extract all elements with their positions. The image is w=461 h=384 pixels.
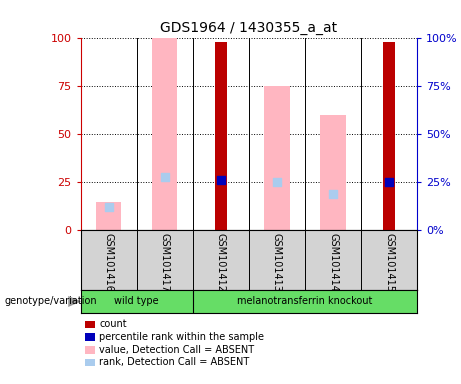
Text: GSM101417: GSM101417 <box>160 233 170 292</box>
Text: rank, Detection Call = ABSENT: rank, Detection Call = ABSENT <box>99 358 249 367</box>
Point <box>329 191 337 197</box>
Text: value, Detection Call = ABSENT: value, Detection Call = ABSENT <box>99 345 254 355</box>
Text: melanotransferrin knockout: melanotransferrin knockout <box>237 296 372 306</box>
Text: GSM101416: GSM101416 <box>104 233 114 292</box>
Bar <box>152 38 177 230</box>
Point <box>105 204 112 210</box>
Text: genotype/variation: genotype/variation <box>5 296 97 306</box>
Title: GDS1964 / 1430355_a_at: GDS1964 / 1430355_a_at <box>160 21 337 35</box>
Text: GSM101415: GSM101415 <box>384 233 394 292</box>
Text: GSM101414: GSM101414 <box>328 233 338 292</box>
Point <box>217 177 225 184</box>
Bar <box>383 42 396 230</box>
Text: percentile rank within the sample: percentile rank within the sample <box>99 332 264 342</box>
Bar <box>320 115 346 230</box>
Bar <box>96 202 121 230</box>
Bar <box>264 86 290 230</box>
Polygon shape <box>68 296 81 307</box>
Text: GSM101412: GSM101412 <box>216 233 226 292</box>
Text: wild type: wild type <box>114 296 159 306</box>
Bar <box>215 42 227 230</box>
Point <box>273 179 281 185</box>
Text: GSM101413: GSM101413 <box>272 233 282 292</box>
Text: count: count <box>99 319 127 329</box>
Point <box>161 174 168 180</box>
Point <box>385 179 393 185</box>
